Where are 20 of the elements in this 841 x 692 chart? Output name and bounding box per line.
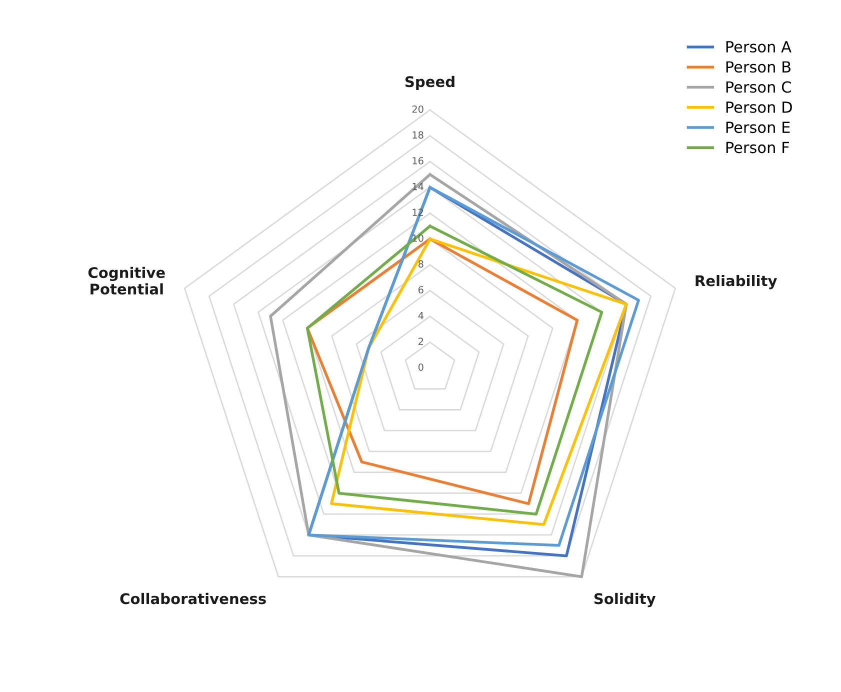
- spoke-label: Cognitive Potential: [88, 266, 165, 295]
- spoke-label: Reliability: [696, 274, 777, 290]
- y-tick-label: 18: [412, 131, 424, 139]
- y-tick-label: 4: [418, 312, 424, 320]
- y-tick-label: 8: [418, 260, 424, 268]
- y-tick-label: 20: [412, 105, 424, 113]
- legend-label: Person A: [726, 41, 792, 53]
- legend-label: Person B: [726, 61, 790, 73]
- legend-label: Person E: [726, 122, 790, 134]
- legend-label: Person D: [726, 102, 792, 113]
- y-tick-label: 14: [412, 182, 424, 190]
- spoke-label: Speed: [405, 76, 454, 90]
- spoke-label: Solidity: [594, 592, 656, 608]
- y-tick-label: 0: [418, 363, 424, 371]
- legend-label: Person C: [726, 81, 791, 93]
- y-tick-label: 6: [418, 286, 424, 294]
- legend-label: Person F: [726, 142, 789, 154]
- y-tick-label: 16: [412, 157, 424, 164]
- y-tick-label: 2: [418, 338, 424, 345]
- spoke-label: Collaborativeness: [120, 592, 266, 604]
